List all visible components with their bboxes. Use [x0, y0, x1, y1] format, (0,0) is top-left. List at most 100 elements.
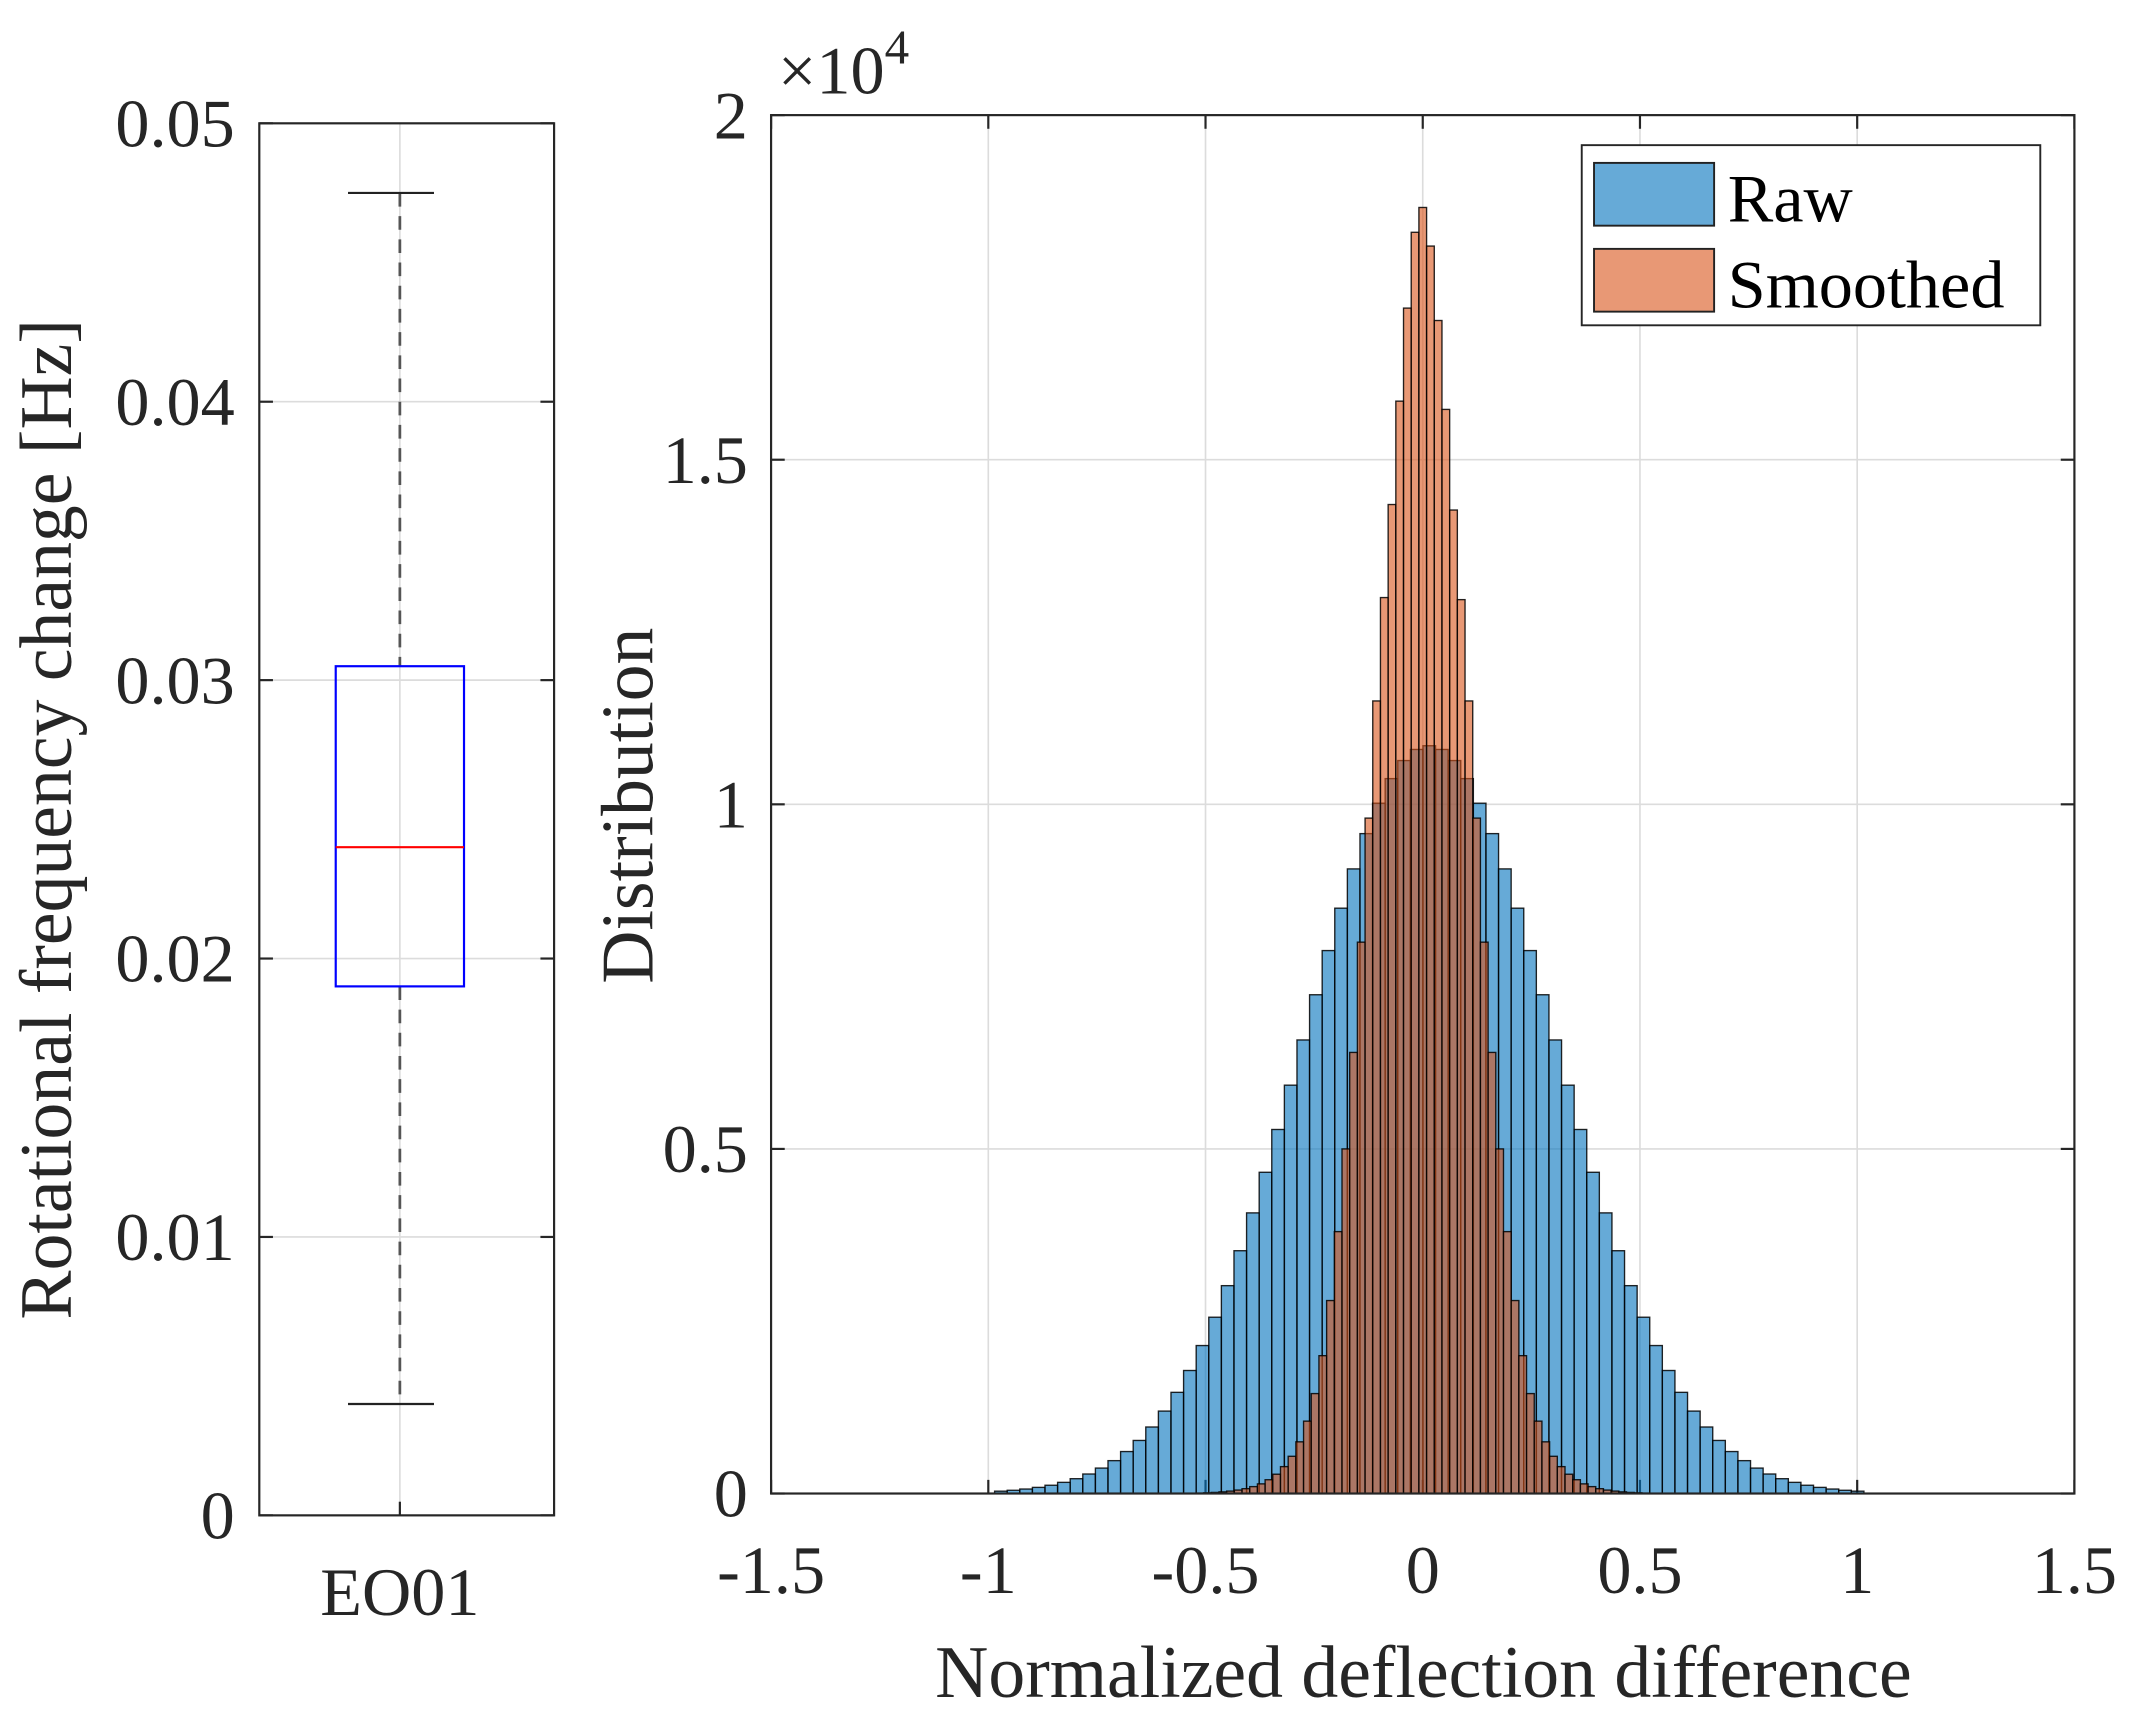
histogram-bar-raw	[1170, 1391, 1185, 1495]
histogram-bar-smoothed	[1272, 1473, 1282, 1495]
histogram-bar-raw	[1245, 1212, 1260, 1495]
boxplot-marks	[334, 191, 466, 1406]
histogram-x-axis-label: Normalized deflection difference	[935, 1631, 1912, 1711]
histogram-bar-smoothed	[1441, 408, 1451, 1495]
histogram-bar-smoothed	[1402, 307, 1412, 1495]
histogram-bar-raw	[1271, 1128, 1286, 1495]
histogram-bar-smoothed	[1349, 1051, 1359, 1495]
histogram-bar-raw	[1762, 1473, 1777, 1495]
histogram-bar-smoothed	[1572, 1479, 1582, 1495]
histogram-bar-raw	[1560, 1084, 1575, 1495]
histogram-bar-raw	[1787, 1481, 1802, 1495]
histogram-bar-raw	[1611, 1250, 1626, 1495]
histogram-bar-raw	[1132, 1439, 1147, 1495]
histogram-bar-raw	[1208, 1316, 1223, 1495]
boxplot-y-tick-label: 0	[201, 1478, 235, 1554]
histogram-y-tick-label: 1	[714, 767, 748, 843]
histogram-bar-raw	[1686, 1410, 1701, 1495]
histogram-bar-raw	[1623, 1284, 1638, 1495]
histogram-bar-smoothed	[1548, 1455, 1558, 1495]
histogram-bar-raw	[1712, 1439, 1727, 1495]
histogram-x-tick-label: 1	[1840, 1532, 1874, 1608]
legend-label-smoothed: Smoothed	[1728, 247, 2005, 323]
histogram-bar-smoothed	[1264, 1479, 1274, 1495]
histogram-bar-smoothed	[1448, 509, 1459, 1495]
histogram-bar-raw	[1258, 1171, 1273, 1495]
boxplot-y-tick-label: 0.04	[115, 364, 234, 440]
histogram-bar-raw	[1044, 1484, 1059, 1495]
histogram-x-tick-label: 0	[1406, 1532, 1440, 1608]
histogram-bar-raw	[1749, 1467, 1764, 1495]
boxplot-y-tick-label: 0.01	[115, 1199, 234, 1275]
histogram-bar-raw	[1056, 1481, 1071, 1495]
histogram-bar-raw	[1182, 1369, 1197, 1495]
histogram-bar-smoothed	[1464, 700, 1474, 1495]
histogram-bar-smoothed	[1318, 1354, 1328, 1495]
histogram-bar-raw	[1573, 1128, 1588, 1495]
histogram-bar-smoothed	[1256, 1483, 1266, 1495]
histogram-x-tick-label: -0.5	[1152, 1532, 1260, 1608]
histogram-bar-smoothed	[1372, 700, 1382, 1495]
y-exponent-label: ×104	[778, 19, 909, 108]
histogram-bar-raw	[1157, 1410, 1172, 1495]
histogram-bar-raw	[1737, 1459, 1752, 1495]
histogram-y-axis-label: Distribution	[586, 628, 668, 984]
histogram-bar-smoothed	[1379, 596, 1389, 1495]
legend-swatch-raw	[1593, 161, 1716, 227]
boxplot-y-tick-label: 0.02	[115, 921, 234, 997]
histogram-bar-raw	[1145, 1426, 1160, 1495]
histogram-bar-smoothed	[1410, 231, 1420, 1495]
histogram-bar-smoothed	[1518, 1354, 1528, 1495]
histogram-bars	[993, 206, 1865, 1495]
histogram-bar-raw	[1699, 1426, 1714, 1495]
histogram-bar-smoothed	[1510, 1299, 1520, 1495]
histogram-bar-raw	[1283, 1084, 1298, 1495]
histogram-bar-raw	[1535, 994, 1550, 1495]
histogram-bar-smoothed	[1495, 1148, 1505, 1495]
boxplot-y-tick-label: 0.03	[115, 642, 234, 718]
histogram-bar-raw	[1094, 1467, 1109, 1495]
histogram-bar-smoothed	[1341, 1148, 1351, 1495]
histogram-bar-smoothed	[1395, 400, 1405, 1495]
histogram-bar-smoothed	[1302, 1420, 1312, 1495]
histogram-bar-raw	[1800, 1484, 1815, 1495]
boxplot-y-tick-label: 0.05	[115, 86, 234, 162]
histogram-y-tick-label: 2	[714, 77, 748, 153]
histogram-bar-smoothed	[1556, 1465, 1566, 1495]
histogram-bar-smoothed	[1418, 206, 1428, 1495]
histogram-bar-smoothed	[1364, 817, 1374, 1495]
histogram-bar-smoothed	[1472, 817, 1482, 1495]
boxplot-category-label: EO01	[320, 1554, 479, 1630]
boxplot-axes-frame	[258, 122, 556, 1517]
histogram-x-tick-label: -1	[960, 1532, 1017, 1608]
boxplot-panel: 0 0.01 0.02 0.03 0.04 0.05 EO01 Rotational fr…	[5, 86, 556, 1630]
histogram-bar-raw	[1195, 1344, 1210, 1495]
histogram-bar-raw	[1724, 1450, 1739, 1495]
histogram-bar-raw	[1775, 1478, 1790, 1495]
histogram-tick-labels: -1.5 -1 -0.5 0 0.5 1 1.5 0 0.5 1 1.5 2	[663, 77, 2117, 1608]
histogram-bar-raw	[1233, 1250, 1248, 1495]
histogram-bar-raw	[1069, 1478, 1084, 1495]
histogram-bar-smoothed	[1279, 1465, 1289, 1495]
histogram-panel: -1.5 -1 -0.5 0 0.5 1 1.5 0 0.5 1 1.5 2 ×104 Normali…	[586, 19, 2117, 1711]
histogram-bar-smoothed	[1564, 1473, 1574, 1495]
legend-swatch-smoothed	[1593, 247, 1716, 313]
histogram-bar-raw	[1586, 1171, 1601, 1495]
histogram-bar-smoothed	[1287, 1455, 1297, 1495]
histogram-y-tick-label: 1.5	[663, 422, 748, 498]
interquartile-box	[334, 665, 466, 988]
histogram-bar-smoothed	[1487, 1051, 1497, 1495]
histogram-bar-smoothed	[1333, 1230, 1343, 1495]
histogram-bar-raw	[1661, 1369, 1676, 1495]
histogram-bar-raw	[1649, 1344, 1664, 1495]
histogram-x-tick-label: 1.5	[2032, 1532, 2117, 1608]
boxplot-y-axis-label: Rotational frequency change [Hz]	[5, 319, 87, 1319]
histogram-bar-raw	[1107, 1459, 1122, 1495]
histogram-bar-smoothed	[1502, 1230, 1512, 1495]
legend-label-raw: Raw	[1728, 161, 1853, 237]
histogram-y-tick-label: 0.5	[663, 1111, 748, 1187]
histogram-bar-smoothed	[1310, 1392, 1320, 1495]
histogram-bar-smoothed	[1425, 245, 1435, 1495]
boxplot-tick-labels: 0 0.01 0.02 0.03 0.04 0.05	[115, 86, 234, 1554]
histogram-bar-raw	[1119, 1450, 1134, 1495]
